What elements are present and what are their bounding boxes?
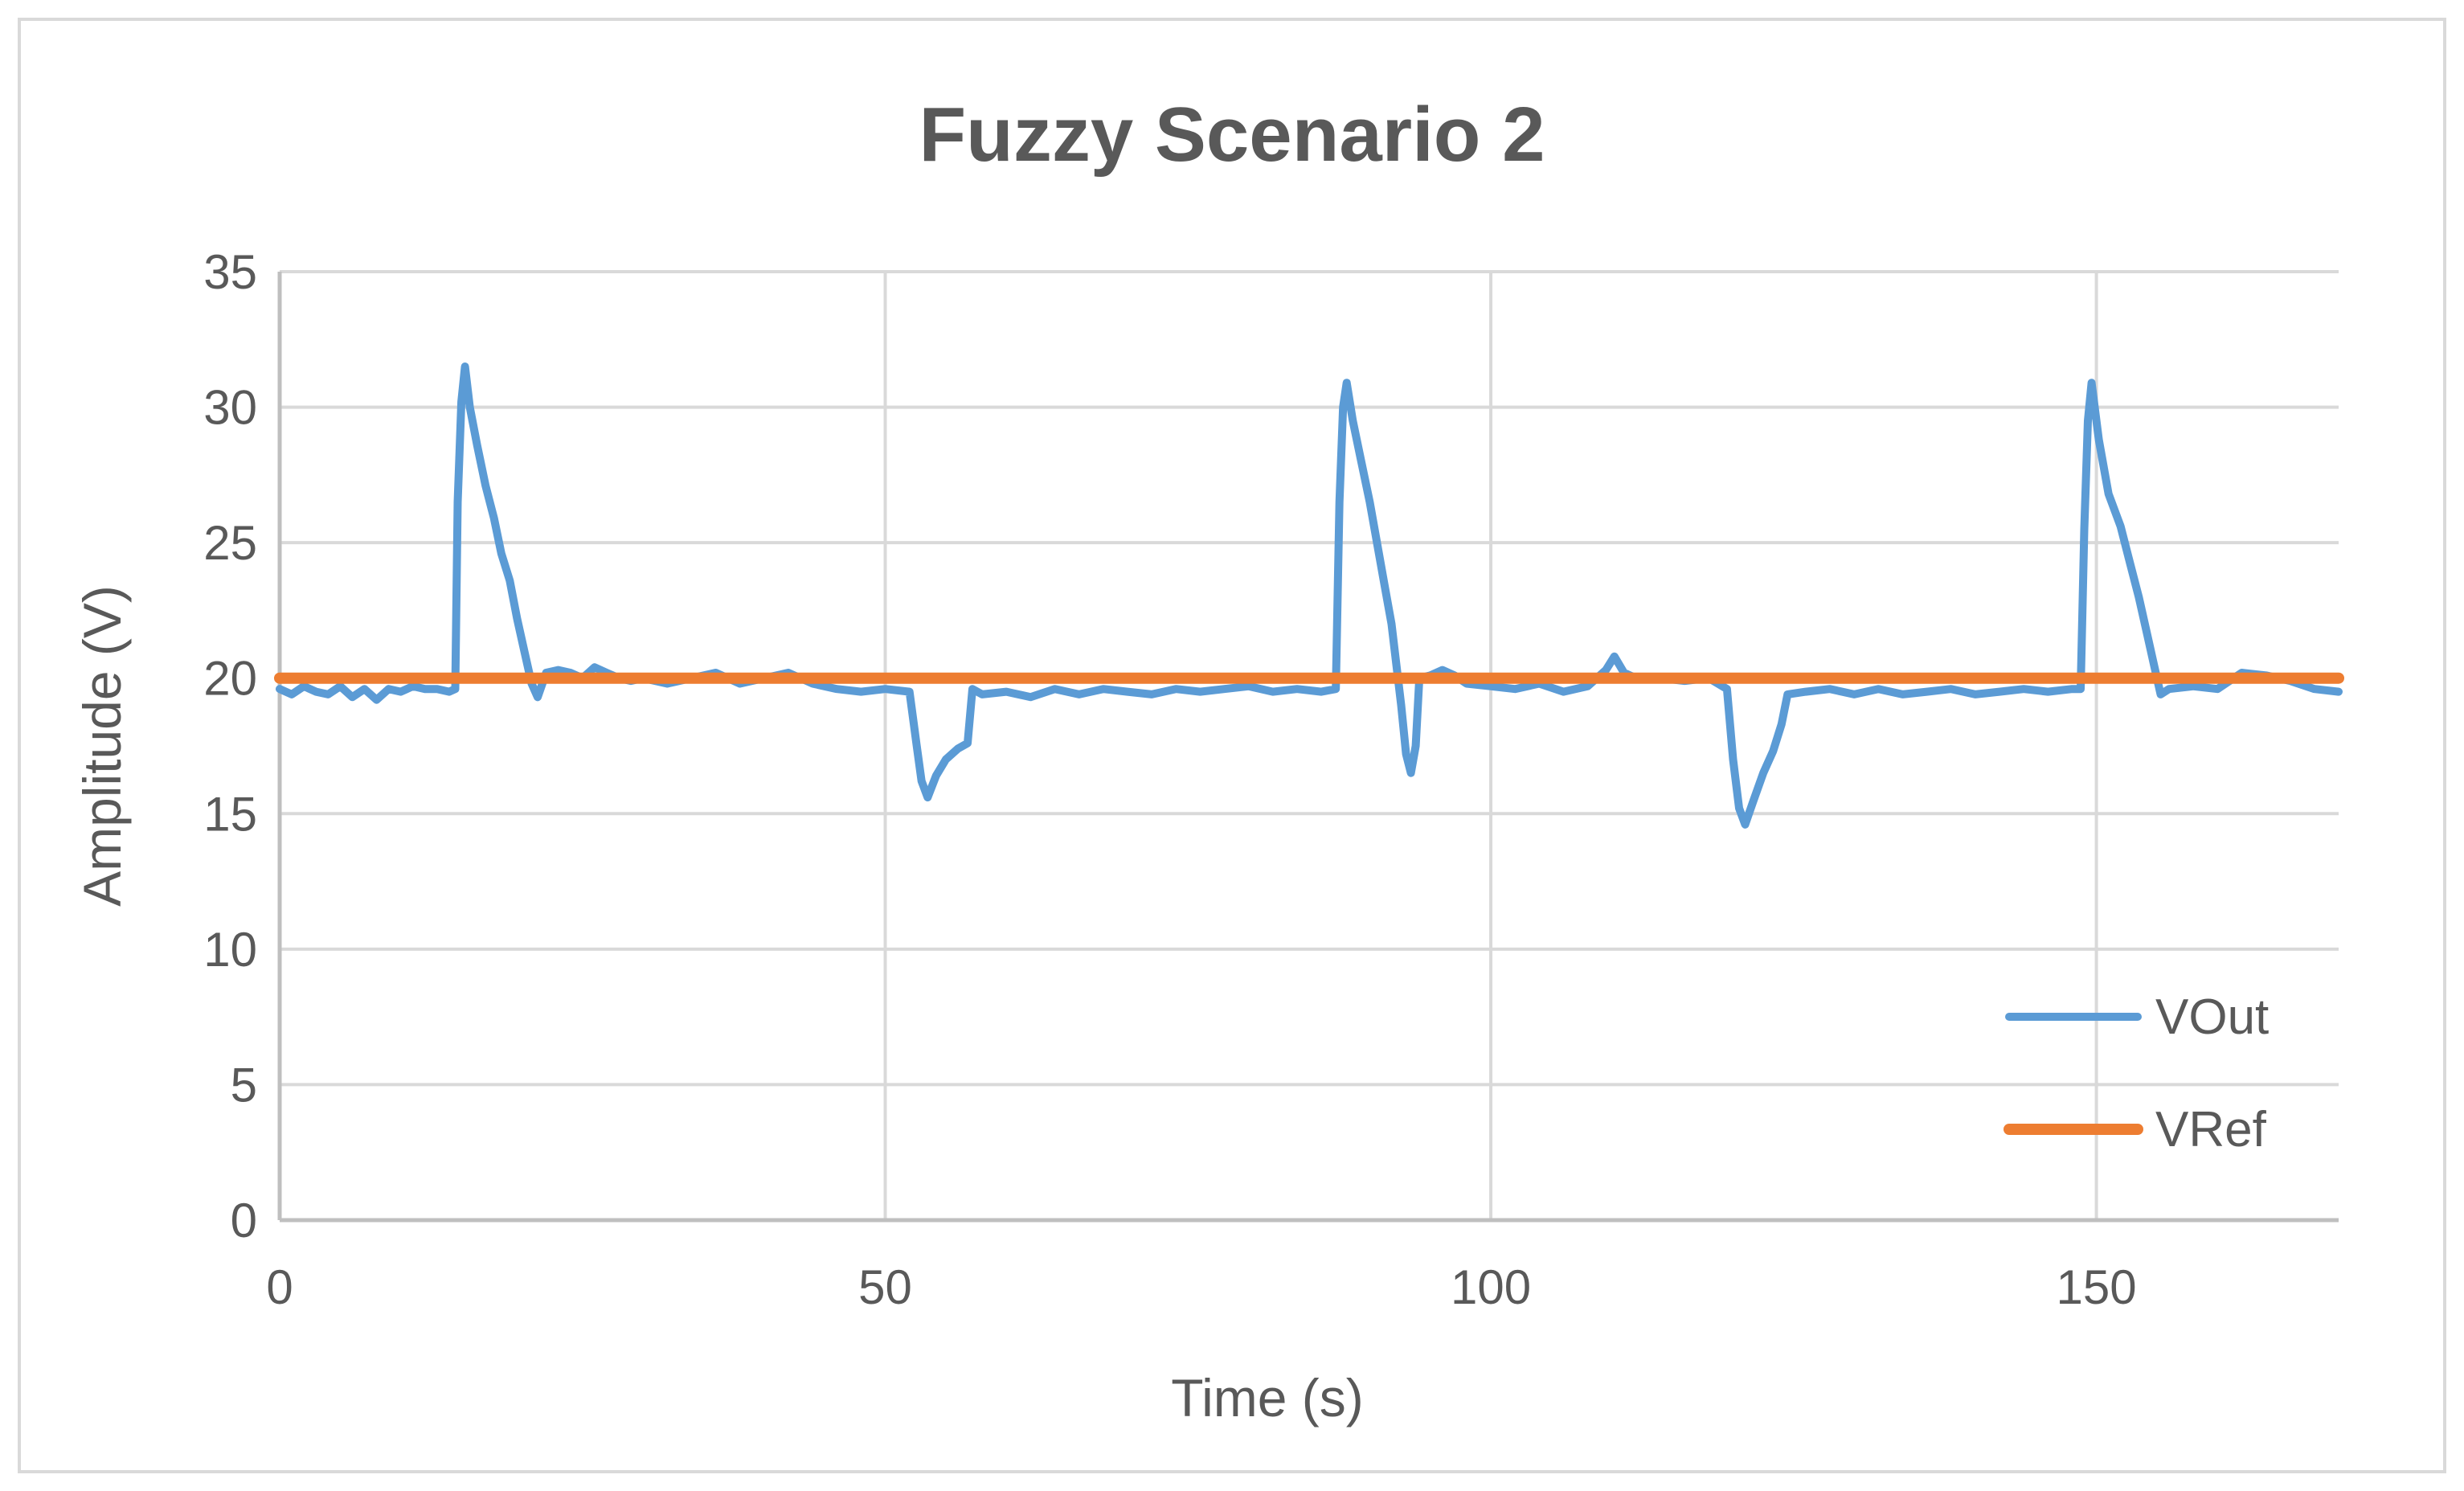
y-tick-label: 25 — [203, 516, 257, 570]
x-axis-title: Time (s) — [1171, 1368, 1364, 1428]
y-tick-label: 35 — [203, 245, 257, 299]
legend: VOut VRef — [2004, 989, 2269, 1157]
series-lines — [274, 363, 2344, 829]
legend-label-vref: VRef — [2155, 1102, 2267, 1157]
series-line-vout — [276, 363, 2343, 829]
y-tick-label: 20 — [203, 652, 257, 706]
axes — [277, 272, 2339, 1223]
y-axis-title: Amplitude (V) — [72, 585, 132, 907]
y-tick-label: 15 — [203, 787, 257, 841]
legend-label-vout: VOut — [2155, 989, 2269, 1045]
y-tick-label: 10 — [203, 923, 257, 977]
x-tick-label: 0 — [266, 1260, 293, 1314]
chart-title: Fuzzy Scenario 2 — [919, 92, 1545, 178]
x-tick-label: 150 — [2057, 1260, 2137, 1314]
x-tick-label: 100 — [1451, 1260, 1531, 1314]
y-tick-label: 0 — [231, 1194, 257, 1247]
y-tick-label: 30 — [203, 381, 257, 435]
chart-border — [18, 18, 2446, 1473]
tick-labels: 0 5 10 15 20 25 30 35 0 50 100 150 — [203, 245, 2136, 1314]
x-tick-label: 50 — [858, 1260, 912, 1314]
y-tick-label: 5 — [231, 1058, 257, 1112]
